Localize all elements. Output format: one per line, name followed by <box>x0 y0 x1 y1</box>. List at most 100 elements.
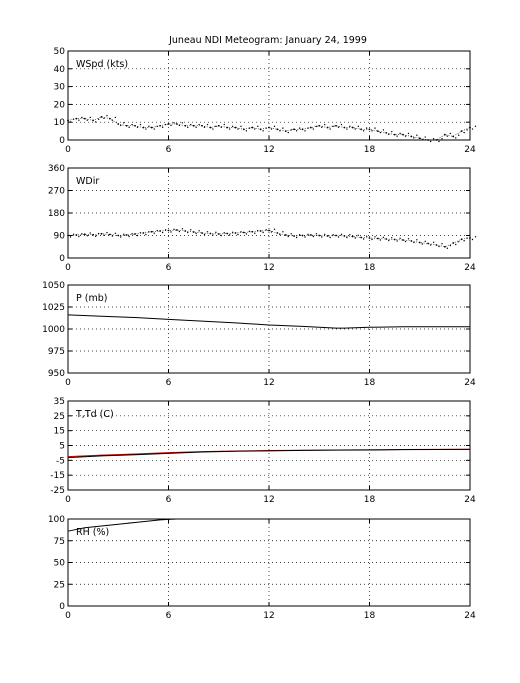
y-tick-label: -25 <box>50 486 65 496</box>
data-point <box>81 233 83 235</box>
x-tick-label: 24 <box>464 263 476 273</box>
data-point <box>128 126 130 128</box>
data-point <box>335 124 337 127</box>
data-point <box>86 235 88 237</box>
data-point <box>402 239 404 241</box>
y-tick-label: 270 <box>48 187 65 197</box>
data-point <box>268 229 270 232</box>
data-point <box>335 234 337 237</box>
data-point <box>399 237 401 239</box>
data-point <box>418 137 421 140</box>
data-point <box>318 124 321 127</box>
x-tick-label: 0 <box>65 611 71 621</box>
data-point <box>304 130 306 132</box>
panel-label: T,Td (C) <box>75 409 114 420</box>
data-point <box>203 233 206 236</box>
data-point <box>365 127 368 129</box>
x-tick-label: 6 <box>166 378 172 388</box>
data-point <box>206 231 209 233</box>
data-point <box>228 128 231 130</box>
x-tick-label: 0 <box>65 378 71 388</box>
data-point <box>376 237 379 240</box>
data-point <box>351 235 354 238</box>
data-point <box>432 138 435 140</box>
data-point <box>391 237 393 239</box>
y-tick-label: 75 <box>54 537 65 547</box>
data-point <box>357 125 359 128</box>
data-point <box>443 245 446 248</box>
data-point <box>446 135 449 137</box>
data-point <box>173 122 175 124</box>
data-point <box>195 126 197 128</box>
data-point <box>153 232 155 234</box>
data-point <box>404 135 407 137</box>
data-point <box>474 125 477 128</box>
data-point <box>466 129 468 131</box>
data-point <box>106 231 108 234</box>
y-tick-label: 50 <box>54 47 66 57</box>
data-point <box>282 231 284 233</box>
data-point <box>463 131 465 134</box>
y-tick-label: 1000 <box>42 325 65 335</box>
data-point <box>100 115 103 118</box>
data-point <box>396 240 398 242</box>
x-tick-label: 6 <box>166 145 172 155</box>
data-point <box>248 230 251 232</box>
data-point <box>418 241 421 244</box>
x-tick-label: 18 <box>364 145 376 155</box>
data-point <box>192 124 195 127</box>
data-point <box>416 134 418 136</box>
data-point <box>94 235 97 237</box>
data-point <box>321 126 323 128</box>
data-point <box>416 239 418 241</box>
data-point <box>100 232 103 235</box>
data-point <box>458 134 460 136</box>
data-point <box>329 128 331 130</box>
y-tick-label: 25 <box>54 412 65 422</box>
y-tick-label: 0 <box>59 136 65 146</box>
data-point <box>262 130 264 132</box>
data-point <box>388 239 390 242</box>
y-tick-label: 1050 <box>42 281 65 291</box>
y-tick-label: 40 <box>54 65 66 75</box>
data-point <box>170 231 172 233</box>
data-point <box>237 233 239 236</box>
data-point <box>145 128 147 130</box>
data-point <box>349 234 351 236</box>
figure-title: Juneau NDI Meteogram: January 24, 1999 <box>168 35 367 46</box>
y-tick-label: 15 <box>54 427 65 437</box>
data-point <box>257 125 259 128</box>
y-tick-label: 90 <box>54 232 66 242</box>
data-point <box>455 137 457 139</box>
panel-label: RH (%) <box>76 527 109 538</box>
data-point <box>120 124 122 127</box>
data-point <box>142 126 145 129</box>
data-point <box>94 121 97 123</box>
data-point <box>217 124 220 127</box>
data-point <box>354 237 356 239</box>
data-point <box>148 125 150 128</box>
x-tick-label: 6 <box>166 263 172 273</box>
data-point <box>399 132 401 135</box>
y-tick-label: 5 <box>59 442 65 452</box>
data-point <box>226 232 229 235</box>
panel-3: 0 6 12 18 24 950 975 1000 1025 1050 P (mb) <box>42 281 476 388</box>
y-tick-label: 180 <box>48 209 65 219</box>
data-point <box>231 231 234 233</box>
data-point <box>332 234 334 236</box>
data-point <box>128 235 130 238</box>
data-point <box>404 240 407 243</box>
data-point <box>438 245 440 248</box>
data-point <box>257 229 259 232</box>
data-point <box>346 236 348 239</box>
data-point <box>125 234 128 236</box>
x-tick-label: 24 <box>464 145 476 155</box>
data-point <box>120 236 122 238</box>
panel-label: WSpd (kts) <box>76 59 128 70</box>
data-point <box>212 128 214 130</box>
data-point <box>69 236 72 238</box>
data-point <box>379 239 382 241</box>
data-point <box>164 229 167 231</box>
data-point <box>407 238 410 240</box>
y-tick-label: 0 <box>59 602 65 612</box>
